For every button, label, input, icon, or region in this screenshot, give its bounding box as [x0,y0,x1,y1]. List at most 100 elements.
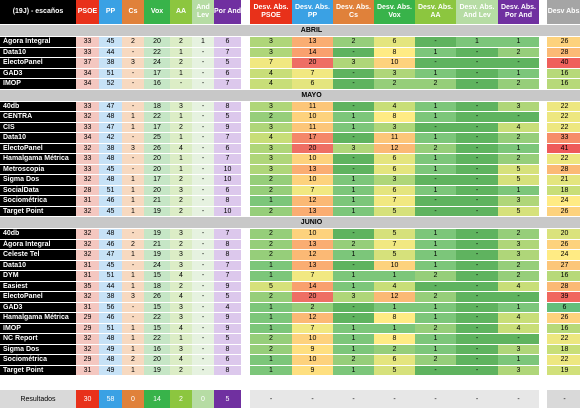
deviation-cell: - [456,239,498,250]
deviation-cell: - [456,355,498,366]
total-deviation-cell: 28 [547,164,580,175]
seat-cell: 33 [76,47,99,58]
seat-cell: 20 [144,164,170,175]
deviation-cell: 1 [415,334,456,345]
seat-cell: 32 [76,334,99,345]
seat-cell: - [192,334,214,345]
deviation-cell: - [333,68,374,79]
deviation-cell: 13 [292,260,333,271]
total-deviation-cell: 27 [547,260,580,271]
deviation-cell: 5 [374,365,415,375]
pollster-name: GAD3 [0,302,76,313]
total-deviation-cell: 22 [547,112,580,123]
spacer-cell [539,0,547,25]
seat-cell: - [122,68,144,79]
seat-cell: - [192,143,214,154]
deviation-cell: 10 [374,58,415,69]
section-title: ABRIL [76,25,547,37]
spacer-cell [241,323,250,334]
deviation-cell: 2 [250,334,292,345]
seat-cell: 29 [76,355,99,366]
seat-cell: 19 [144,250,170,261]
result-deviation: - [374,390,415,408]
spacer-cell [539,292,547,303]
seat-cell: 8 [214,250,241,261]
deviation-cell: 2 [333,239,374,250]
deviation-cell: - [498,58,539,69]
result-value: 0 [122,390,144,408]
deviation-cell: 1 [415,229,456,240]
deviation-cell: 5 [498,206,539,217]
deviation-cell: - [415,58,456,69]
deviation-cell: 1 [374,323,415,334]
section-blank [547,217,580,229]
seat-cell: - [192,271,214,282]
spacer-cell [539,164,547,175]
deviation-cell: 1 [250,302,292,313]
seat-cell: - [122,164,144,175]
pollster-name: Sigma Dos [0,344,76,355]
seat-cell: 22 [144,313,170,324]
seat-cell: - [192,323,214,334]
spacer-cell [241,281,250,292]
deviation-cell: - [456,133,498,144]
header-cell: Desv. Abs. AA [415,0,456,25]
spacer-cell [539,313,547,324]
seat-cell: 9 [214,281,241,292]
spacer-cell [539,271,547,282]
seat-cell: 7 [214,79,241,90]
total-deviation-cell: 21 [547,175,580,186]
seat-cell: 2 [170,239,192,250]
seat-cell: 24 [144,58,170,69]
pollster-name: Easiest [0,281,76,292]
result-value: 0 [192,390,214,408]
seat-cell: 17 [144,122,170,133]
total-deviation-cell: 22 [547,154,580,165]
seat-cell: 3 [122,58,144,69]
seat-cell: 46 [99,196,122,207]
deviation-cell: 3 [250,122,292,133]
deviation-cell: 1 [415,68,456,79]
spacer-cell [539,143,547,154]
pollster-name: Ágora Integral [0,239,76,250]
seat-cell: 4 [170,143,192,154]
deviation-cell: 3 [374,122,415,133]
result-deviation: - [333,390,374,408]
deviation-cell: 7 [250,58,292,69]
seat-cell: - [192,164,214,175]
seat-cell: 1 [122,196,144,207]
spacer-cell [539,229,547,240]
seat-cell: 1 [122,206,144,217]
total-deviation-cell: 16 [547,79,580,90]
seat-cell: 33 [76,101,99,112]
seat-cell: 32 [76,175,99,186]
seat-cell: 1 [122,344,144,355]
seat-cell: 2 [170,122,192,133]
spacer-cell [241,313,250,324]
seat-cell: - [122,154,144,165]
deviation-cell: 4 [374,101,415,112]
deviation-cell: - [456,122,498,133]
seat-cell: 45 [99,206,122,217]
spacer-cell [241,355,250,366]
deviation-cell: 20 [292,292,333,303]
deviation-cell: 2 [415,79,456,90]
deviation-cell: 1 [250,271,292,282]
deviation-cell: 8 [374,313,415,324]
deviation-cell: 12 [292,196,333,207]
seat-cell: 6 [214,143,241,154]
deviation-cell: 1 [415,313,456,324]
deviation-cell: - [415,365,456,375]
seat-cell: 38 [99,292,122,303]
section-row: ABRIL [0,25,580,37]
spacer-cell [539,239,547,250]
deviation-cell: 1 [415,133,456,144]
seat-cell: 3 [170,260,192,271]
seat-cell: 29 [76,323,99,334]
pollster-name: ElectoPanel [0,292,76,303]
